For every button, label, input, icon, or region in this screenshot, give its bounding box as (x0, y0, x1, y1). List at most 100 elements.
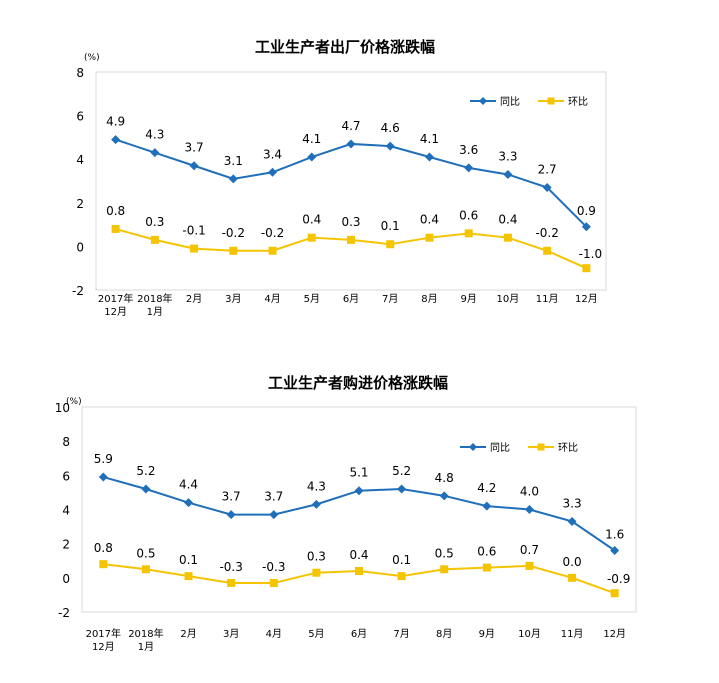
data-point (524, 505, 534, 514)
data-point (567, 516, 577, 526)
data-label: 0.3 (145, 215, 164, 229)
data-point (482, 501, 492, 511)
data-label: 0.4 (349, 548, 368, 562)
data-label: 0.0 (563, 555, 582, 569)
data-label: 4.7 (341, 119, 360, 133)
data-point (268, 246, 277, 255)
y-tick-label: 10 (55, 401, 70, 415)
x-tick-label: 2017年 12月 (98, 292, 133, 318)
data-point (346, 139, 356, 149)
x-tick-label: 3月 (225, 293, 241, 305)
data-point (307, 233, 316, 242)
x-tick-label: 9月 (461, 293, 477, 305)
data-point (227, 578, 236, 587)
x-tick-label: 11月 (561, 628, 584, 640)
data-point (439, 491, 449, 501)
series-同比: 4.9 4.3 3.7 3.1 3.4 4.1 4.7 4.6 4.1 3.6 3.3 2.7 0.9 (106, 115, 596, 232)
data-point (543, 246, 552, 255)
y-tick-label: 2 (62, 538, 70, 552)
data-label: 3.3 (563, 496, 582, 510)
x-tick-label: 10月 (497, 293, 520, 305)
data-label: 3.7 (264, 490, 283, 504)
data-point (386, 240, 395, 249)
y-tick-label: -2 (72, 284, 84, 298)
data-point (269, 510, 279, 520)
data-label: 3.7 (185, 141, 204, 155)
data-label: 0.5 (136, 546, 155, 560)
data-label: 4.9 (106, 115, 125, 129)
data-point (397, 484, 407, 494)
data-point (440, 565, 449, 574)
data-point (542, 183, 552, 193)
data-point (111, 135, 121, 145)
data-point (482, 563, 491, 572)
x-tick-label: 5月 (308, 628, 324, 640)
x-tick-label: 3月 (223, 628, 239, 640)
x-tick-label: 12月 (575, 293, 598, 305)
series-环比: 0.8 0.5 0.1 -0.3 -0.3 0.3 0.4 0.1 0.5 0.6 0.7 0.0 -0… (94, 541, 630, 598)
legend-label: 环比 (558, 442, 578, 454)
data-point (424, 152, 434, 162)
data-label: -0.3 (262, 560, 285, 574)
data-point (190, 244, 199, 253)
y-tick-label: 4 (76, 153, 84, 167)
data-label: 0.4 (498, 213, 517, 227)
data-point (354, 486, 364, 496)
x-tick-label: 12月 (603, 628, 626, 640)
data-label: -1.0 (579, 247, 602, 261)
data-label: 4.3 (145, 128, 164, 142)
legend-label: 同比 (500, 96, 520, 108)
data-label: 4.8 (435, 471, 454, 485)
data-label: 0.3 (341, 215, 360, 229)
data-point (355, 567, 363, 575)
legend-marker (537, 443, 545, 451)
series-环比: 0.8 0.3 -0.1 -0.2 -0.2 0.4 0.3 0.1 0.4 0.6 0.4 -0.2… (106, 204, 602, 273)
data-label: 3.1 (224, 154, 243, 168)
data-point (397, 572, 406, 581)
legend: 同比 环比 (470, 96, 588, 108)
data-label: -0.3 (219, 560, 242, 574)
data-point (184, 572, 193, 581)
x-tick-label: 8月 (421, 293, 437, 305)
data-point (141, 484, 151, 494)
data-point (503, 233, 512, 242)
data-point (184, 498, 194, 508)
x-tick-label: 2月 (186, 293, 202, 305)
y-tick-label: 6 (62, 469, 70, 483)
data-label: 4.0 (520, 485, 539, 499)
data-label: 0.4 (302, 213, 321, 227)
data-point (269, 578, 278, 587)
data-label: 4.2 (477, 481, 496, 495)
x-tick-label: 7月 (382, 293, 398, 305)
x-tick-label: 11月 (536, 293, 559, 305)
x-tick-label: 7月 (393, 628, 409, 640)
data-point (347, 235, 355, 244)
data-label: 1.6 (605, 528, 624, 542)
data-point (189, 161, 199, 171)
data-label: 5.9 (94, 452, 113, 466)
legend: 同比 环比 (460, 442, 578, 454)
data-point (581, 222, 591, 232)
data-point (425, 233, 434, 242)
data-label: 0.1 (179, 553, 198, 567)
data-point (111, 224, 120, 233)
legend-label: 环比 (568, 96, 588, 108)
y-tick-label: 4 (62, 504, 70, 518)
data-point (228, 174, 238, 184)
y-tick-label: 2 (76, 197, 84, 211)
data-point (610, 589, 619, 598)
data-label: 4.1 (302, 132, 321, 146)
x-tick-label: 2018年 1月 (128, 627, 163, 653)
data-label: 0.1 (381, 219, 400, 233)
data-label: -0.2 (261, 226, 284, 240)
data-label: 4.6 (381, 121, 400, 135)
y-axis-unit: (%) (84, 53, 100, 63)
data-label: 4.1 (420, 132, 439, 146)
plot-area (81, 406, 637, 613)
data-label: 5.2 (392, 464, 411, 478)
x-tick-label: 10月 (518, 628, 541, 640)
data-label: -0.1 (182, 224, 205, 238)
data-label: 0.6 (459, 208, 478, 222)
legend-marker (547, 97, 555, 105)
chart-title: 工业生产者出厂价格涨跌幅 (255, 38, 435, 56)
